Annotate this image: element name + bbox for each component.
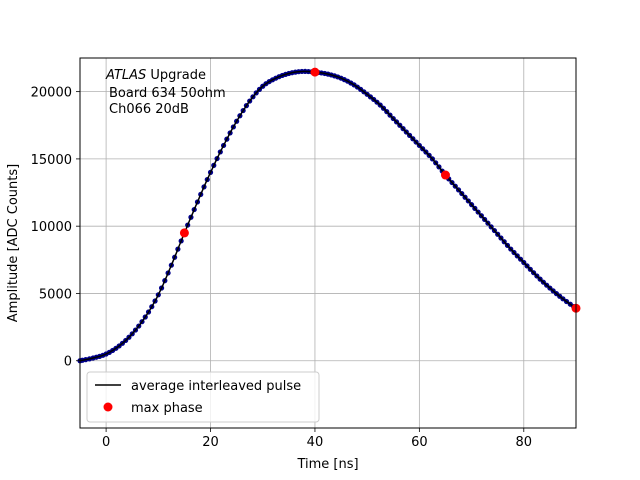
annotation-channel: Ch066 20dB bbox=[109, 102, 189, 117]
plot-frame bbox=[79, 57, 577, 429]
y-axis-label: Amplitude [ADC Counts] bbox=[6, 164, 21, 322]
y-tick-label: 5000 bbox=[39, 287, 72, 302]
y-tick-label: 20000 bbox=[31, 86, 72, 101]
max-phase-markers bbox=[179, 67, 581, 313]
svg-text:ATLAS Upgrade: ATLAS Upgrade bbox=[105, 68, 206, 83]
legend-label-pulse: average interleaved pulse bbox=[131, 379, 301, 394]
annotation-board: Board 634 50ohm bbox=[109, 86, 226, 101]
y-tick-label: 10000 bbox=[31, 220, 72, 235]
max-phase-point bbox=[440, 170, 450, 180]
y-ticks: 0 5000 10000 15000 20000 bbox=[31, 86, 80, 370]
x-tick-label: 0 bbox=[102, 435, 110, 450]
max-phase-point bbox=[310, 67, 320, 77]
average-pulse-line bbox=[79, 70, 577, 362]
legend-box bbox=[86, 371, 320, 423]
max-phase-point bbox=[179, 228, 189, 238]
annotation-upgrade: Upgrade bbox=[146, 68, 206, 83]
x-ticks: 0 20 40 60 80 bbox=[102, 428, 532, 450]
x-tick-label: 40 bbox=[307, 435, 324, 450]
x-tick-label: 80 bbox=[516, 435, 533, 450]
x-axis-label: Time [ns] bbox=[296, 457, 358, 472]
grid-lines bbox=[80, 58, 576, 428]
legend-label-max-phase: max phase bbox=[131, 401, 203, 416]
x-tick-label: 60 bbox=[411, 435, 428, 450]
y-tick-label: 0 bbox=[64, 355, 72, 370]
annotation-atlas: ATLAS bbox=[105, 68, 146, 83]
x-tick-label: 20 bbox=[202, 435, 219, 450]
legend: average interleaved pulse max phase bbox=[86, 371, 320, 423]
y-tick-label: 15000 bbox=[31, 153, 72, 168]
legend-marker-swatch bbox=[103, 402, 113, 412]
annotation: ATLAS Upgrade Board 634 50ohm Ch066 20dB bbox=[105, 68, 226, 117]
